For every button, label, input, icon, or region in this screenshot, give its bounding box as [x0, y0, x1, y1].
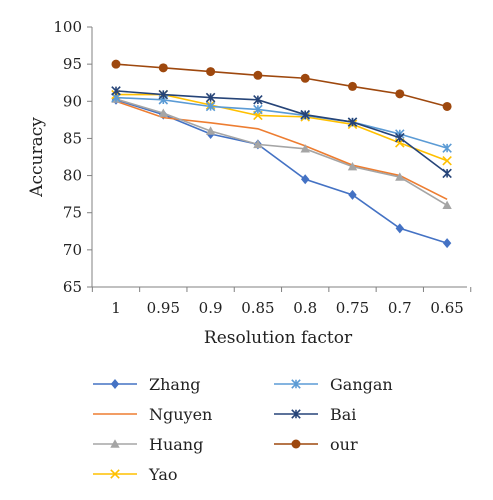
- series-line: [116, 93, 448, 162]
- series-line: [115, 90, 448, 174]
- y-axis-title: Accuracy: [27, 117, 47, 198]
- legend-label: Zhang: [149, 375, 201, 394]
- legend-item-nguyen: Nguyen: [93, 405, 212, 424]
- diamond-marker: [348, 189, 357, 200]
- asterisk-marker: [158, 89, 169, 100]
- asterisk-marker: [253, 104, 263, 115]
- circle-marker: [111, 59, 121, 69]
- diamond-marker: [110, 379, 120, 389]
- x-tick-label: 0.8: [293, 299, 317, 317]
- series-line: [115, 98, 448, 206]
- circle-marker: [300, 73, 310, 83]
- y-tick-label: 70: [63, 241, 82, 259]
- series-line: [115, 63, 448, 108]
- legend: Zhang Nguyen Huang Yao Gangan Bai our: [93, 375, 393, 484]
- circle-marker: [291, 439, 301, 449]
- series-our: [111, 59, 452, 111]
- diamond-marker: [301, 174, 310, 185]
- y-tick-label: 100: [53, 18, 82, 36]
- legend-item-huang: Huang: [93, 435, 203, 454]
- triangle-marker: [158, 108, 168, 117]
- series-line: [115, 100, 448, 201]
- circle-marker: [348, 81, 357, 91]
- legend-label: Nguyen: [149, 405, 212, 424]
- circle-marker: [206, 67, 216, 77]
- y-tick-label: 80: [63, 167, 82, 185]
- series-line: [115, 99, 448, 244]
- series-line: [115, 96, 448, 149]
- asterisk-marker: [442, 168, 452, 179]
- series-bai: [111, 86, 452, 179]
- asterisk-marker: [442, 143, 452, 153]
- triangle-marker: [110, 439, 120, 448]
- legend-label: Gangan: [330, 375, 393, 394]
- legend-item-gangan: Gangan: [274, 375, 393, 394]
- x-tick-label: 0.65: [430, 299, 463, 317]
- asterisk-marker: [205, 101, 216, 112]
- x-marker: [110, 469, 120, 479]
- asterisk-marker: [291, 379, 301, 389]
- series-nguyen: [115, 100, 448, 201]
- legend-item-zhang: Zhang: [93, 375, 201, 394]
- asterisk-marker: [253, 95, 263, 105]
- x-tick-label: 0.7: [388, 299, 412, 317]
- asterisk-marker: [291, 409, 301, 419]
- legend-label: Bai: [330, 405, 356, 424]
- legend-label: Huang: [149, 435, 203, 454]
- y-tick-label: 65: [63, 278, 82, 296]
- x-tick-label: 0.9: [199, 299, 223, 317]
- asterisk-marker: [395, 132, 405, 143]
- legend-label: Yao: [148, 465, 178, 484]
- triangle-marker: [205, 126, 216, 135]
- x-axis-title: Resolution factor: [204, 328, 353, 348]
- triangle-marker: [300, 144, 310, 153]
- triangle-marker: [395, 172, 405, 181]
- diamond-marker: [442, 238, 452, 249]
- asterisk-marker: [300, 109, 310, 120]
- y-tick-label: 90: [63, 92, 82, 110]
- asterisk-marker: [205, 92, 216, 103]
- legend-item-bai: Bai: [274, 405, 356, 424]
- x-tick-label: 1: [111, 299, 121, 317]
- circle-marker: [395, 89, 405, 99]
- asterisk-marker: [347, 117, 358, 127]
- axes: 65 70 75 80 85 90 95 100 1 0.95 0.9 0.85 0.8 0.75 0.7 0…: [27, 18, 472, 348]
- y-tick-label: 85: [63, 129, 82, 147]
- legend-label: our: [330, 435, 358, 454]
- y-tick-label: 95: [63, 55, 82, 73]
- diamond-marker: [395, 223, 404, 234]
- x-tick-label: 0.95: [147, 299, 180, 317]
- x-tick-label: 0.85: [241, 299, 274, 317]
- legend-item-yao: Yao: [93, 465, 178, 484]
- triangle-marker: [442, 200, 452, 209]
- circle-marker: [158, 63, 168, 73]
- legend-item-our: our: [274, 435, 358, 454]
- series-huang: [111, 94, 452, 209]
- asterisk-marker: [111, 86, 121, 96]
- triangle-marker: [347, 161, 358, 171]
- y-tick-label: 75: [63, 204, 82, 222]
- circle-marker: [442, 101, 452, 111]
- circle-marker: [253, 70, 263, 80]
- x-marker: [442, 155, 452, 166]
- series-lines: [111, 59, 452, 249]
- x-tick-label: 0.75: [336, 299, 369, 317]
- triangle-marker: [253, 139, 263, 149]
